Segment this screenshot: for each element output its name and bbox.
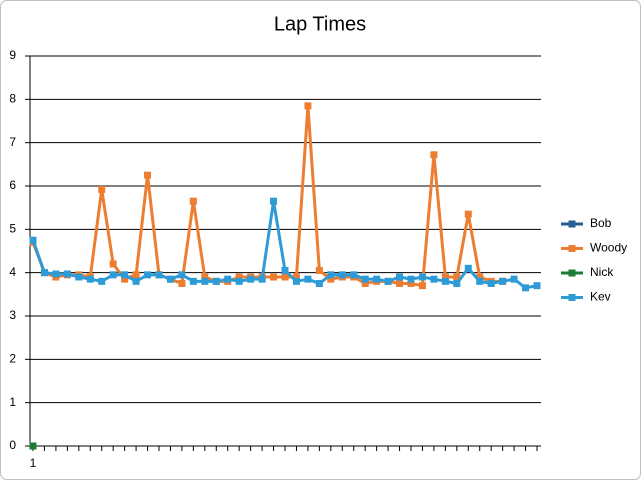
y-tick-label: 4 — [9, 265, 16, 279]
point — [63, 270, 71, 278]
point — [281, 273, 289, 281]
point — [407, 275, 415, 283]
point — [109, 260, 117, 268]
point — [270, 273, 278, 281]
point — [430, 151, 438, 159]
legend-marker — [568, 245, 576, 252]
point — [476, 277, 484, 285]
point — [441, 277, 449, 285]
y-tick-label: 2 — [9, 352, 16, 366]
point — [201, 273, 209, 281]
point — [270, 197, 278, 205]
point — [315, 267, 323, 274]
point — [247, 275, 255, 283]
legend-marker — [568, 220, 576, 228]
point — [281, 267, 289, 274]
point — [407, 280, 415, 287]
point — [384, 277, 392, 285]
y-tick-label: 0 — [9, 438, 16, 452]
point — [338, 271, 346, 279]
chart-title: Lap Times — [274, 13, 366, 35]
point — [361, 280, 369, 287]
point — [418, 282, 426, 290]
point — [327, 275, 335, 283]
point — [86, 275, 94, 283]
point — [304, 102, 312, 110]
legend-marker — [568, 269, 576, 277]
point — [373, 275, 381, 283]
y-tick-label: 6 — [9, 178, 16, 192]
point — [430, 275, 438, 283]
y-tick-label: 5 — [9, 222, 16, 236]
point — [52, 270, 60, 278]
point — [361, 275, 369, 283]
point — [453, 280, 461, 287]
legend-label: Woody — [590, 241, 627, 255]
point — [224, 275, 232, 283]
point — [476, 273, 484, 281]
point — [189, 277, 197, 285]
point — [40, 269, 48, 277]
point — [304, 275, 312, 283]
point — [315, 280, 323, 287]
legend-label: Nick — [590, 265, 614, 279]
point — [464, 210, 472, 218]
point — [396, 273, 404, 281]
point — [144, 171, 152, 179]
point — [533, 282, 541, 290]
point — [522, 284, 530, 292]
y-tick-label: 9 — [9, 48, 16, 62]
point — [212, 277, 220, 285]
point — [396, 280, 404, 287]
point — [350, 271, 358, 279]
point — [453, 273, 461, 281]
series-line — [31, 104, 503, 288]
point — [327, 271, 335, 279]
point — [109, 271, 117, 279]
point — [178, 271, 186, 279]
point — [510, 275, 518, 283]
legend-marker — [568, 294, 576, 301]
point — [132, 271, 140, 279]
point — [29, 442, 37, 450]
point — [464, 264, 472, 272]
point — [166, 275, 174, 283]
point — [418, 273, 426, 281]
legend-label: Bob — [590, 216, 612, 230]
point — [235, 277, 243, 285]
point — [235, 273, 243, 281]
point — [189, 197, 197, 205]
point — [178, 280, 186, 287]
point — [201, 277, 209, 285]
point — [441, 273, 449, 281]
point — [292, 277, 300, 285]
legend-label: Kev — [590, 290, 611, 304]
point — [98, 185, 106, 193]
y-tick-label: 8 — [9, 92, 16, 106]
point — [258, 275, 266, 283]
point — [487, 280, 495, 287]
y-tick-label: 1 — [9, 395, 16, 409]
y-tick-label: 3 — [9, 308, 16, 322]
point — [499, 277, 507, 285]
point — [292, 273, 300, 281]
point — [75, 273, 83, 281]
point — [144, 271, 152, 279]
point — [29, 236, 37, 244]
point — [98, 277, 106, 285]
x-tick-label: 1 — [30, 456, 37, 470]
y-tick-label: 7 — [9, 135, 16, 149]
point — [155, 271, 163, 279]
point — [121, 271, 129, 279]
point — [132, 277, 140, 285]
point — [121, 275, 129, 283]
